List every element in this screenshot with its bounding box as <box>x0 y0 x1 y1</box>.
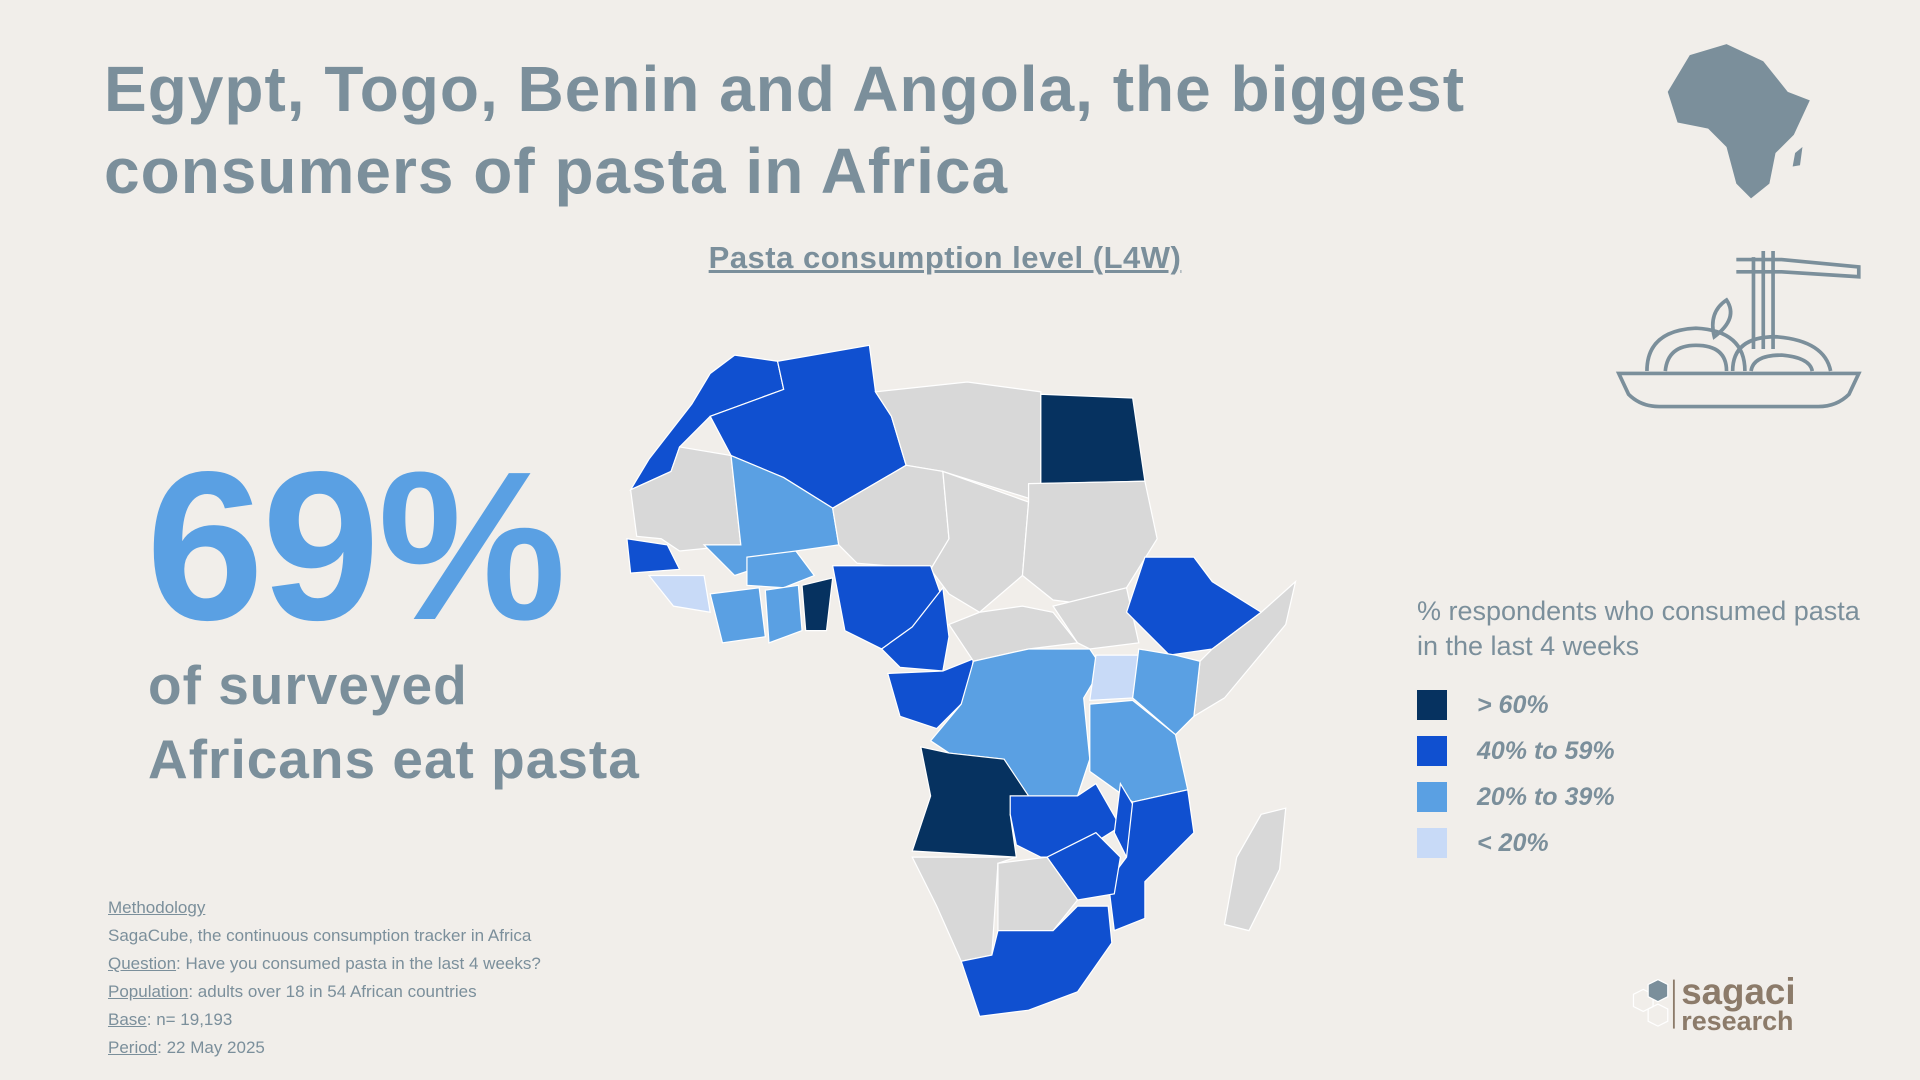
legend-item: > 60% <box>1417 682 1877 728</box>
population-text: : adults over 18 in 54 African countries <box>188 982 477 1001</box>
country-kenya <box>1132 648 1201 736</box>
country-south-africa <box>960 905 1113 1017</box>
question-text: : Have you consumed pasta in the last 4 … <box>176 954 541 973</box>
sagaci-logo-icon <box>1632 978 1675 1029</box>
country-cameroon <box>880 586 950 672</box>
map-subtitle: Pasta consumption level (L4W) <box>708 240 1182 275</box>
legend-swatch <box>1417 782 1447 812</box>
country-ivory-coast <box>709 587 766 644</box>
period-text: : 22 May 2025 <box>157 1038 265 1057</box>
legend-item: 40% to 59% <box>1417 728 1877 774</box>
base-label: Base <box>108 1010 147 1029</box>
page-title: Egypt, Togo, Benin and Angola, the bigge… <box>104 53 1466 207</box>
map-legend: % respondents who consumed pasta in the … <box>1417 594 1877 866</box>
country-togo-benin <box>801 577 834 632</box>
methodology: Methodology SagaCube, the continuous con… <box>108 894 541 1062</box>
legend-swatch <box>1417 828 1447 858</box>
headline-value: 69% <box>146 427 566 664</box>
country-egypt <box>1040 393 1146 485</box>
legend-swatch <box>1417 690 1447 720</box>
country-libya <box>874 381 1042 503</box>
logo-research: research <box>1681 1006 1793 1036</box>
country-burkina-faso <box>746 550 816 589</box>
legend-label: 40% to 59% <box>1477 736 1615 765</box>
country-guinea <box>647 574 711 613</box>
country-ghana <box>764 584 803 644</box>
country-south-sudan <box>1052 587 1140 650</box>
country-botswana <box>997 856 1079 932</box>
base-text: : n= 19,193 <box>146 1010 233 1029</box>
pasta-bowl-icon <box>1615 251 1862 409</box>
country-uganda <box>1089 654 1140 702</box>
question-label: Question <box>108 954 177 973</box>
africa-map-icon <box>1667 44 1810 199</box>
headline-caption: of surveyed Africans eat pasta <box>148 648 640 796</box>
headline-line1: of surveyed <box>148 654 468 716</box>
map-countries <box>626 344 1297 1017</box>
headline-line2: Africans eat pasta <box>148 728 640 790</box>
legend-label: > 60% <box>1477 690 1549 719</box>
methodology-heading: Methodology <box>108 898 206 917</box>
country-mozambique <box>1107 789 1195 932</box>
country-senegal <box>626 538 681 574</box>
legend-title: % respondents who consumed pasta in the … <box>1417 596 1860 661</box>
methodology-description: SagaCube, the continuous consumption tra… <box>108 926 532 945</box>
legend-label: < 20% <box>1477 828 1549 857</box>
legend-item: 20% to 39% <box>1417 774 1877 820</box>
period-label: Period <box>108 1038 158 1057</box>
country-madagascar <box>1223 807 1287 932</box>
logo-sagaci: sagaci <box>1681 971 1795 1012</box>
country-somalia <box>1193 579 1297 718</box>
legend-item: < 20% <box>1417 820 1877 866</box>
legend-label: 20% to 39% <box>1477 782 1615 811</box>
legend-swatch <box>1417 736 1447 766</box>
population-label: Population <box>108 982 189 1001</box>
